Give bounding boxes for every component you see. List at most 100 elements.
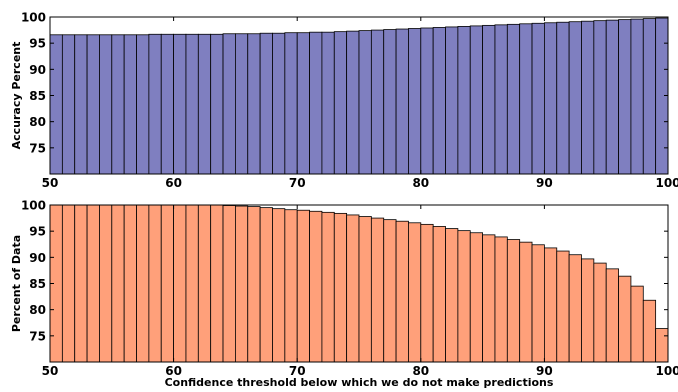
bar-53 [86, 204, 100, 363]
bar-75 [358, 30, 372, 175]
bar-86 [494, 24, 508, 175]
bar-77 [383, 219, 397, 363]
y-tick-label-95: 95 [29, 37, 46, 51]
bar-82 [445, 26, 459, 175]
x-tick-label-60: 60 [165, 364, 182, 378]
bar-52 [74, 204, 88, 363]
bar-98 [642, 18, 657, 175]
bar-87 [506, 23, 521, 175]
y-tick-label-85: 85 [29, 89, 46, 103]
bar-99 [655, 17, 669, 175]
bar-87 [506, 239, 521, 363]
bar-57 [136, 34, 150, 175]
bar-92 [568, 254, 582, 363]
bar-65 [234, 33, 249, 175]
bar-61 [185, 33, 199, 175]
bar-83 [457, 230, 471, 363]
x-tick-label-50: 50 [42, 364, 59, 378]
bar-68 [272, 208, 286, 363]
bar-72 [321, 211, 335, 363]
bar-90 [544, 247, 558, 363]
bar-63 [210, 204, 224, 363]
bar-65 [234, 205, 249, 363]
accuracy-panel: 50 60 70 80 90 100 75 80 85 90 95 100 [21, 11, 678, 191]
bar-51 [61, 34, 76, 175]
bar-76 [370, 217, 385, 363]
bar-56 [123, 34, 137, 175]
bar-91 [556, 21, 570, 175]
bar-76 [370, 29, 385, 175]
y-tick-label-80: 80 [29, 115, 46, 129]
bar-84 [469, 232, 483, 363]
x-tick-label-70: 70 [289, 364, 306, 378]
bar-74 [346, 214, 360, 363]
bar-75 [358, 216, 372, 363]
bar-86 [494, 236, 508, 363]
bar-89 [531, 244, 545, 363]
bar-97 [630, 285, 644, 363]
bar-91 [556, 250, 570, 363]
bar-54 [99, 204, 113, 363]
bar-60 [173, 33, 187, 175]
bar-60 [173, 204, 187, 363]
y-tick-label-100: 100 [21, 11, 46, 25]
bar-54 [99, 34, 113, 175]
bar-83 [457, 26, 471, 175]
bar-61 [185, 204, 199, 363]
bar-57 [136, 204, 150, 363]
bar-56 [123, 204, 137, 363]
bar-66 [247, 206, 261, 363]
y-tick-label-75: 75 [29, 329, 46, 343]
bar-71 [309, 210, 323, 363]
bar-78 [395, 220, 409, 363]
y-tick-label-75: 75 [29, 141, 46, 155]
bar-79 [408, 28, 422, 175]
bar-85 [482, 234, 496, 363]
data-percent-panel: 50 60 70 80 90 100 75 80 85 90 95 100 [21, 199, 678, 379]
bar-80 [420, 27, 434, 175]
bar-55 [111, 34, 125, 175]
bar-85 [482, 24, 496, 175]
bar-96 [618, 19, 632, 175]
bar-59 [160, 204, 175, 363]
bar-97 [630, 18, 644, 175]
x-tick-label-70: 70 [289, 176, 306, 190]
x-tick-label-100: 100 [655, 176, 678, 190]
bar-92 [568, 21, 582, 175]
bar-93 [581, 20, 595, 175]
y-tick-label-100: 100 [21, 199, 46, 213]
x-tick-label-80: 80 [412, 364, 429, 378]
bar-72 [321, 31, 335, 175]
bar-79 [408, 222, 422, 363]
bar-58 [148, 204, 162, 363]
x-tick-label-60: 60 [165, 176, 182, 190]
bar-74 [346, 30, 360, 175]
bar-53 [86, 34, 100, 175]
x-axis-label: Confidence threshold below which we do n… [165, 376, 554, 389]
bar-95 [605, 19, 619, 175]
bar-88 [519, 23, 533, 175]
y-axis-label-data-percent: Percent of Data [10, 235, 23, 332]
bar-70 [296, 209, 310, 363]
bar-63 [210, 33, 224, 175]
bar-67 [259, 32, 273, 175]
bar-88 [519, 241, 533, 363]
bar-81 [432, 27, 446, 175]
bar-67 [259, 207, 273, 363]
bar-71 [309, 31, 323, 175]
bar-50 [49, 34, 63, 175]
y-tick-label-90: 90 [29, 251, 46, 265]
bar-77 [383, 29, 397, 175]
bar-94 [593, 262, 607, 363]
bar-73 [333, 31, 348, 175]
x-tick-label-80: 80 [412, 176, 429, 190]
bar-69 [284, 209, 298, 363]
x-tick-label-100: 100 [655, 364, 678, 378]
y-tick-label-90: 90 [29, 63, 46, 77]
bar-78 [395, 28, 409, 175]
bar-94 [593, 20, 607, 175]
bar-64 [222, 33, 236, 175]
x-tick-label-90: 90 [536, 176, 553, 190]
bar-82 [445, 228, 459, 363]
